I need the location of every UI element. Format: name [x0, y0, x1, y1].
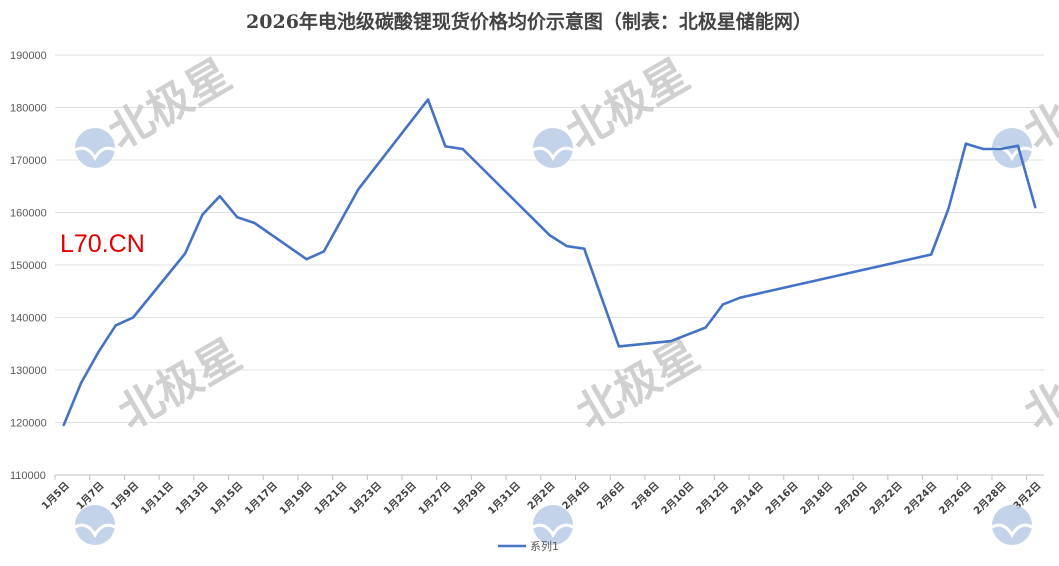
data-point	[739, 296, 742, 299]
brand-logo-icon	[991, 505, 1033, 545]
data-point	[62, 423, 65, 427]
logo-circle	[533, 505, 573, 545]
x-tick-label: 1月29日	[451, 480, 488, 517]
y-tick-label: 130000	[10, 365, 47, 377]
x-tick-label: 1月23日	[347, 480, 384, 517]
y-tick-label: 150000	[10, 260, 47, 272]
y-axis: 110000 120000 130000 140000 150000 160000 1700…	[10, 50, 47, 482]
brand-watermark-text: 北极星	[568, 329, 708, 439]
x-tick-label: 2月8日	[629, 480, 661, 512]
data-point	[583, 247, 586, 250]
data-point	[253, 221, 256, 225]
brand-watermark-text: 北极星	[100, 49, 240, 159]
x-tick-label: 2月18日	[798, 480, 835, 517]
brand-watermark-text: 北极星	[110, 329, 250, 439]
data-point	[461, 147, 464, 151]
data-point	[548, 233, 551, 237]
x-tick-label: 1月9日	[109, 480, 141, 512]
x-tick-label: 1月11日	[139, 480, 176, 517]
logo-circle	[992, 505, 1032, 545]
x-tick-label: 2月4日	[560, 480, 592, 512]
x-tick-label: 2月6日	[595, 480, 627, 512]
legend-label: 系列1	[530, 539, 559, 553]
data-point	[982, 147, 985, 151]
x-tick-label: 2月14日	[728, 480, 765, 517]
logo-wave	[532, 523, 574, 539]
x-tick-label: 1月27日	[416, 480, 453, 517]
site-watermark: L70.CN	[60, 230, 145, 258]
data-point	[704, 326, 707, 329]
brand-logo-icon	[532, 128, 574, 168]
x-tick-label: 2月24日	[902, 480, 939, 517]
data-point	[357, 187, 360, 191]
series-group	[62, 98, 1037, 427]
data-point	[565, 244, 569, 248]
chart-title: 2026年电池级碳酸锂现货价格均价示意图（制表：北极星储能网）	[246, 10, 812, 33]
data-point	[999, 147, 1002, 151]
data-point	[721, 303, 725, 306]
logo-wave	[74, 523, 116, 539]
brand-logo-icon	[74, 128, 116, 168]
brand-logo-icon	[532, 505, 574, 545]
data-point	[426, 98, 430, 101]
logo-circle	[75, 128, 115, 168]
y-tick-label: 110000	[10, 470, 46, 482]
logo-wave	[74, 146, 116, 162]
x-tick-label: 2月12日	[694, 480, 731, 517]
logo-wave	[991, 523, 1033, 539]
legend: 系列1	[498, 539, 559, 553]
data-point	[444, 145, 447, 148]
data-point	[79, 381, 83, 385]
y-tick-label: 140000	[10, 313, 47, 325]
y-tick-label: 180000	[10, 103, 47, 115]
data-point	[930, 253, 933, 256]
data-point	[322, 250, 326, 253]
brand-logo-icon	[74, 505, 116, 545]
x-tick-label: 2月10日	[659, 480, 696, 517]
x-tick-label: 2月22日	[867, 480, 904, 517]
data-point	[97, 350, 100, 354]
y-tick-label: 190000	[10, 50, 47, 62]
y-tick-label: 160000	[10, 208, 47, 220]
data-point	[1016, 144, 1020, 148]
data-point	[964, 142, 968, 145]
x-tick-label: 1月21日	[312, 480, 349, 517]
x-tick-label: 2月20日	[833, 480, 870, 517]
x-tick-label: 1月31日	[486, 480, 523, 517]
gridlines	[55, 54, 1044, 476]
x-tick-label: 1月25日	[381, 480, 418, 517]
data-point	[131, 316, 135, 319]
data-point	[947, 207, 950, 210]
data-point	[114, 324, 117, 327]
logo-wave	[532, 146, 574, 162]
data-point	[669, 339, 673, 343]
x-tick-label: 1月17日	[243, 480, 280, 517]
y-tick-label: 120000	[10, 418, 47, 430]
data-point	[1034, 206, 1037, 209]
brand-watermark-text: 北极星	[558, 49, 698, 159]
data-point	[235, 216, 239, 219]
x-tick-label: 2月16日	[763, 480, 800, 517]
x-tick-label: 1月15日	[208, 480, 245, 517]
x-tick-label: 2月26日	[937, 480, 974, 517]
x-tick-label: 1月5日	[39, 480, 71, 512]
data-point	[617, 345, 621, 348]
data-point	[218, 195, 222, 198]
y-tick-label: 170000	[10, 155, 47, 167]
x-tick-label: 1月13日	[173, 480, 210, 517]
brand-watermark-text: 北极星	[1016, 329, 1059, 439]
data-point	[183, 252, 187, 255]
data-point	[305, 258, 308, 261]
logo-circle	[533, 128, 573, 168]
logo-circle	[75, 505, 115, 545]
x-tick-label: 1月19日	[277, 480, 314, 517]
data-point	[201, 213, 204, 216]
